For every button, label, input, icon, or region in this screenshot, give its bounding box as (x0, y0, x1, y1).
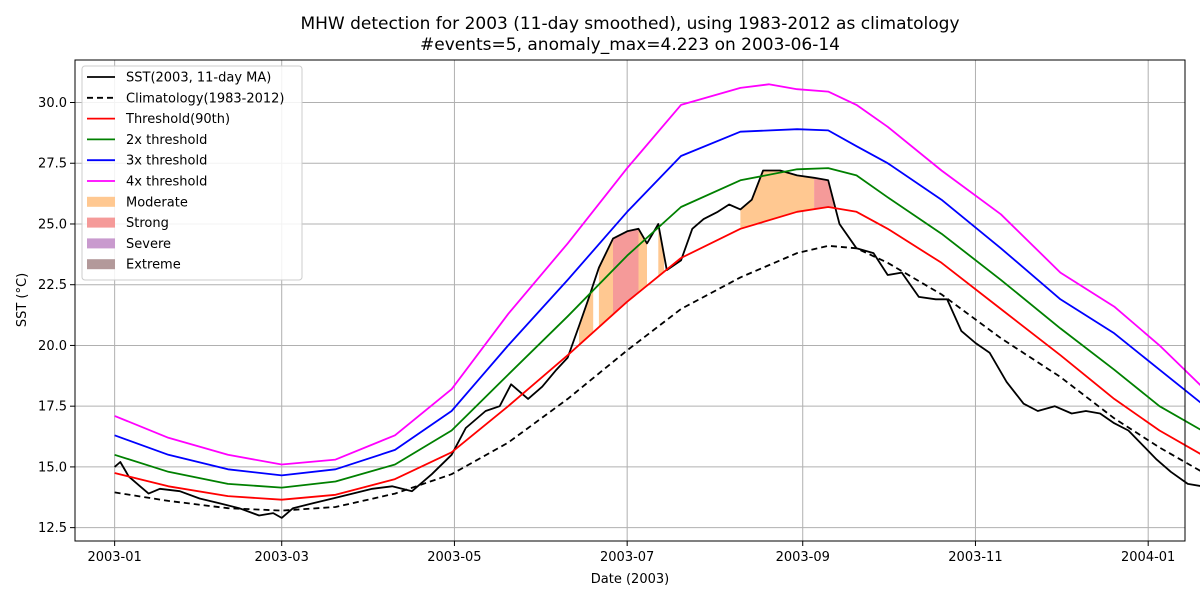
x-axis-label: Date (2003) (591, 572, 669, 587)
legend-label: Strong (126, 216, 169, 231)
chart-title: MHW detection for 2003 (11-day smoothed)… (300, 14, 959, 34)
legend-label: Extreme (126, 258, 181, 273)
legend-patch-swatch (87, 217, 115, 228)
y-tick-label: 15.0 (38, 460, 67, 475)
x-tick-label: 2003-11 (948, 550, 1002, 565)
event-fill-moderate (579, 284, 594, 345)
chart-subtitle: #events=5, anomaly_max=4.223 on 2003-06-… (420, 35, 840, 55)
legend-label: Moderate (126, 195, 188, 210)
event-fill-moderate (740, 170, 815, 229)
y-tick-label: 27.5 (38, 157, 67, 172)
grid-lines (75, 60, 1185, 541)
legend-label: 3x threshold (126, 154, 207, 169)
y-axis-label: SST (°C) (15, 273, 30, 327)
series-line-0 (114, 169, 1200, 519)
legend-label: Climatology(1983-2012) (126, 91, 285, 106)
y-tick-label: 25.0 (38, 217, 67, 232)
plot-frame (74, 59, 1186, 542)
series-lines (114, 83, 1200, 519)
legend-label: Severe (126, 237, 171, 252)
legend-box (81, 65, 303, 281)
x-tick-label: 2003-01 (87, 550, 141, 565)
y-axis-ticks: 12.5 15.0 17.5 20.0 22.5 25.0 27.5 30.0 (38, 96, 75, 536)
x-axis-ticks: 2003-01 2003-03 2003-05 2003-07 2003-09 2003-… (87, 541, 1175, 565)
x-tick-label: 2003-03 (255, 550, 309, 565)
y-tick-label: 20.0 (38, 339, 67, 354)
y-tick-label: 30.0 (38, 96, 67, 111)
legend-label: Threshold(90th) (125, 112, 230, 127)
legend-patch-swatch (87, 238, 115, 249)
series-line-4 (114, 128, 1200, 477)
legend: SST(2003, 11-day MA) Climatology(1983-201… (81, 65, 303, 281)
legend-label: 4x threshold (126, 175, 207, 190)
legend-patch-swatch (87, 196, 115, 207)
y-tick-label: 12.5 (38, 521, 67, 536)
legend-patch-swatch (87, 259, 115, 270)
series-line-2 (114, 206, 1200, 501)
y-tick-label: 22.5 (38, 278, 67, 293)
y-tick-label: 17.5 (38, 400, 67, 415)
series-line-5 (114, 83, 1200, 466)
legend-label: SST(2003, 11-day MA) (126, 71, 271, 86)
event-fill-moderate (638, 228, 647, 293)
event-fill-moderate (658, 224, 664, 277)
x-tick-label: 2004-01 (1121, 550, 1175, 565)
x-tick-label: 2003-09 (776, 550, 830, 565)
x-tick-label: 2003-05 (427, 550, 481, 565)
x-tick-label: 2003-07 (600, 550, 654, 565)
series-line-3 (114, 167, 1200, 489)
series-line-1 (114, 244, 1200, 512)
legend-label: 2x threshold (126, 133, 207, 148)
